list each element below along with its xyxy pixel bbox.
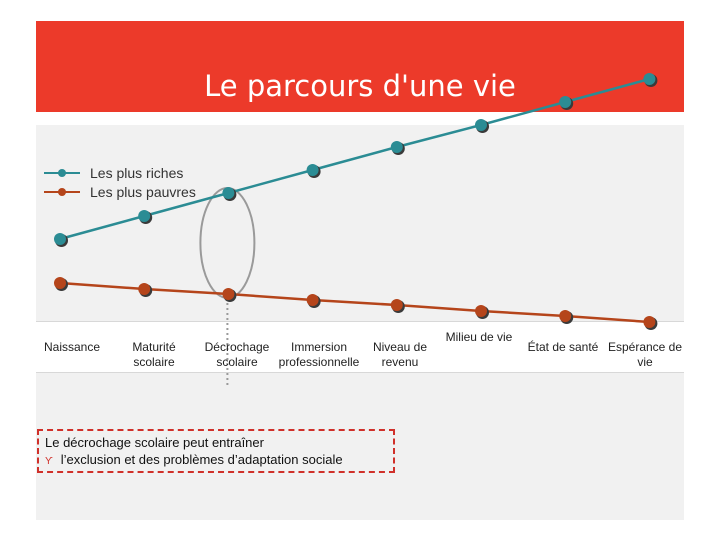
highlight-ellipse [199,187,256,299]
stage-label: Naissance [22,340,122,355]
series-line-0 [59,77,650,241]
legend-marker-riches [58,169,66,177]
stage-label-line: Niveau de [372,340,428,354]
data-point-1-2 [222,288,235,300]
data-point-0-6 [559,96,572,108]
legend-line-pauvres [44,188,80,196]
legend-label-riches: Les plus riches [90,165,184,181]
stage-label-line: Immersion [290,340,347,354]
stage-label-line: Milieu de vie [445,330,513,344]
stage-label: Niveau de revenu [350,340,450,370]
stage-label-line: Décrochage [204,340,270,354]
stage-label-line: vie [637,355,653,369]
stage-label-line: État de santé [527,340,599,354]
data-point-0-3 [306,164,319,176]
stage-label-line: Naissance [43,340,101,354]
stage-label-line: revenu [381,355,419,369]
data-point-1-1 [138,283,151,295]
stage-label: Espérance de vie [595,340,695,370]
stage-label: Maturité scolaire [104,340,204,370]
data-point-0-0 [54,233,66,245]
stage-label-line: Maturité [132,340,176,354]
stage-row [36,321,684,373]
legend-marker-pauvres [58,188,66,196]
data-point-1-4 [390,299,403,311]
stage-label-line: scolaire [133,355,175,369]
stage-label-line: Espérance de [607,340,683,354]
title-banner: Le parcours d'une vie [36,21,684,112]
stage-label: Décrochage scolaire [187,340,287,370]
stage-label-line: professionnelle [278,355,360,369]
stage-label: Milieu de vie [429,330,529,345]
stage-label: État de santé [513,340,613,355]
note-text: l’exclusion et des problèmes d’adaptatio… [60,452,343,467]
data-point-1-7 [643,316,656,328]
legend-item-pauvres: Les plus pauvres [44,183,196,201]
note-heading: Le décrochage scolaire peut entraîner [45,435,264,450]
legend-label-pauvres: Les plus pauvres [90,184,196,200]
legend-line-riches [44,169,80,177]
stage-label: Immersion professionnelle [269,340,369,370]
data-point-0-2 [222,187,235,199]
series-line-1 [59,281,650,324]
data-point-1-6 [559,310,572,322]
stage-label-line: scolaire [216,355,258,369]
data-point-0-4 [390,141,403,153]
legend-item-riches: Les plus riches [44,164,183,182]
page-title: Le parcours d'une vie [204,69,516,103]
data-point-0-5 [475,119,487,131]
data-point-0-1 [138,210,151,222]
data-point-1-5 [475,305,487,317]
bullet-icon: ϒ [45,456,53,467]
data-point-0-7 [643,73,656,85]
data-point-1-3 [306,294,319,306]
data-point-1-0 [54,277,66,289]
